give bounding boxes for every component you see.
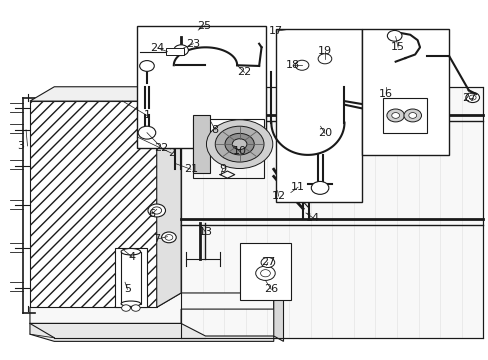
Polygon shape <box>181 87 483 338</box>
Text: 26: 26 <box>264 284 278 294</box>
Text: 19: 19 <box>317 46 331 56</box>
Text: 24: 24 <box>150 43 164 53</box>
Circle shape <box>318 54 331 64</box>
Text: 18: 18 <box>285 60 300 70</box>
Bar <box>166 48 183 55</box>
Text: 3: 3 <box>18 141 24 151</box>
Bar <box>115 248 147 307</box>
Circle shape <box>224 134 254 155</box>
Circle shape <box>403 109 421 122</box>
Text: 6: 6 <box>148 209 155 219</box>
Circle shape <box>152 207 161 214</box>
Bar <box>361 30 448 155</box>
Text: 14: 14 <box>305 213 319 222</box>
Text: 21: 21 <box>183 164 198 174</box>
Circle shape <box>391 113 399 118</box>
Circle shape <box>232 139 246 149</box>
Circle shape <box>261 257 274 267</box>
Circle shape <box>161 232 176 243</box>
Text: 8: 8 <box>211 125 218 135</box>
Text: 22: 22 <box>237 67 251 77</box>
Text: 10: 10 <box>232 146 246 156</box>
Ellipse shape <box>121 301 141 306</box>
Bar <box>137 26 266 148</box>
Text: 5: 5 <box>124 284 131 294</box>
Bar <box>193 119 264 178</box>
Circle shape <box>386 31 401 41</box>
Text: 22: 22 <box>154 143 168 153</box>
Circle shape <box>138 126 156 139</box>
Circle shape <box>260 270 270 277</box>
Polygon shape <box>30 87 181 101</box>
Bar <box>276 30 361 202</box>
Text: 12: 12 <box>271 191 285 201</box>
Text: 17: 17 <box>268 26 283 36</box>
Circle shape <box>215 126 264 162</box>
Polygon shape <box>157 87 181 307</box>
Text: 16: 16 <box>378 89 392 99</box>
Circle shape <box>131 305 140 311</box>
Circle shape <box>206 120 272 168</box>
Text: 23: 23 <box>186 39 200 49</box>
Bar <box>383 98 427 134</box>
Polygon shape <box>30 101 157 307</box>
Text: 1: 1 <box>143 111 150 121</box>
Text: 27: 27 <box>260 257 274 267</box>
Circle shape <box>122 305 130 311</box>
Text: 13: 13 <box>198 227 212 237</box>
Ellipse shape <box>121 248 141 255</box>
Circle shape <box>164 234 172 240</box>
Circle shape <box>255 266 275 280</box>
Text: 20: 20 <box>317 129 331 138</box>
Text: 27: 27 <box>461 93 475 103</box>
Text: 11: 11 <box>290 182 305 192</box>
Bar <box>239 243 290 300</box>
Polygon shape <box>30 323 273 341</box>
Circle shape <box>173 45 188 55</box>
Circle shape <box>311 181 328 194</box>
Circle shape <box>140 60 154 71</box>
Circle shape <box>468 95 475 100</box>
Text: 15: 15 <box>390 42 404 52</box>
Circle shape <box>295 60 308 70</box>
Bar <box>121 252 141 304</box>
Polygon shape <box>193 116 210 173</box>
Text: 25: 25 <box>197 21 211 31</box>
Polygon shape <box>273 293 283 341</box>
Text: 2: 2 <box>167 148 175 158</box>
Circle shape <box>148 204 165 217</box>
Text: 7: 7 <box>153 234 160 244</box>
Text: 4: 4 <box>128 252 136 262</box>
Polygon shape <box>30 293 273 323</box>
Circle shape <box>408 113 416 118</box>
Circle shape <box>465 93 479 103</box>
Circle shape <box>386 109 404 122</box>
Text: 9: 9 <box>219 164 225 174</box>
